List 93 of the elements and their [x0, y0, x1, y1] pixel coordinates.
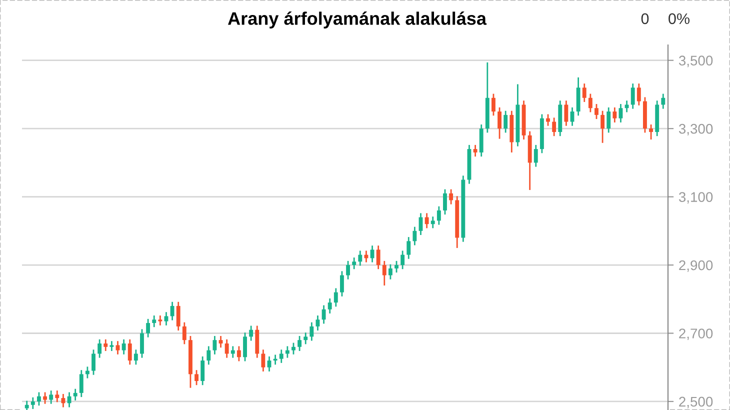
candlestick — [492, 93, 496, 116]
candlestick — [606, 106, 611, 134]
candlestick — [400, 250, 405, 270]
candlestick — [298, 335, 302, 352]
candlestick — [322, 304, 326, 324]
candlestick — [152, 314, 156, 328]
candlestick — [334, 288, 338, 308]
candlestick — [564, 100, 568, 127]
candlestick — [182, 322, 186, 345]
candlestick — [110, 340, 114, 352]
candlestick — [424, 212, 429, 229]
candlestick — [430, 216, 435, 229]
candlestick — [649, 124, 653, 140]
candlestick — [128, 338, 132, 366]
candlestick — [340, 270, 344, 298]
candlestick — [449, 188, 454, 205]
candlestick — [412, 226, 417, 246]
candlestick — [55, 390, 60, 403]
candlestick — [236, 346, 241, 362]
candlestick — [249, 325, 254, 342]
candlestick — [79, 369, 84, 398]
candlestick — [600, 110, 605, 144]
candlestick — [49, 390, 54, 405]
candlestick — [164, 311, 168, 326]
y-tick-label: 3,300 — [678, 124, 713, 136]
y-tick-label: 2,500 — [679, 396, 713, 408]
candlestick — [292, 342, 296, 356]
candlestick — [661, 93, 666, 110]
candlestick — [328, 298, 332, 314]
candlestick — [224, 338, 229, 359]
candlestick — [376, 244, 380, 270]
candlestick — [140, 328, 144, 359]
candlestick — [158, 314, 162, 326]
y-tick-label: 3,500 — [678, 56, 713, 68]
candlestick — [116, 340, 120, 356]
candlestick — [176, 301, 180, 332]
candlestick — [134, 348, 138, 366]
candlestick — [498, 106, 502, 140]
candlestick — [73, 388, 78, 402]
candlestick — [37, 392, 41, 406]
candlestick — [104, 338, 108, 352]
candlestick — [304, 332, 308, 345]
y-tick-label: 2,700 — [679, 328, 713, 340]
candlestick — [261, 348, 266, 372]
candlestick — [310, 322, 314, 342]
candlestick — [624, 100, 629, 113]
candlestick — [612, 106, 617, 124]
candlestick — [267, 356, 272, 372]
candlestick — [479, 124, 484, 158]
candlestick — [394, 260, 398, 274]
chart-title: Arany árfolyamának alakulása — [228, 12, 487, 28]
candlestick — [436, 206, 441, 226]
candlestick — [473, 144, 478, 158]
candlestick — [636, 82, 641, 106]
candlestick — [388, 264, 392, 280]
candlestick — [61, 393, 66, 408]
candlestick — [582, 82, 586, 103]
candlestick — [279, 348, 284, 364]
candlestick — [630, 82, 635, 110]
candlestick — [206, 346, 211, 366]
candlestick — [92, 348, 96, 376]
candlestick — [358, 250, 362, 266]
candlestick — [406, 236, 411, 260]
candlestick — [43, 392, 47, 405]
candlestick — [170, 301, 174, 321]
text: 0% — [668, 13, 690, 24]
candlestick — [255, 325, 260, 359]
candlestick — [316, 314, 320, 332]
candlestick — [576, 76, 580, 116]
y-tick-label: 3,100 — [678, 192, 713, 204]
candlestick — [346, 260, 350, 280]
candlestick — [200, 356, 205, 386]
candlestick — [546, 114, 550, 127]
candlestick — [504, 110, 508, 134]
candlestick — [194, 369, 198, 386]
candlestick — [218, 335, 223, 348]
candlestick — [243, 332, 247, 362]
y-tick-label: 2,900 — [679, 260, 713, 272]
candlestick — [146, 318, 150, 338]
candlestick — [618, 103, 623, 124]
candlestick — [594, 103, 598, 120]
candlestick — [570, 106, 574, 127]
candlestick — [534, 144, 538, 168]
candlestick — [443, 188, 447, 216]
text: 0 — [641, 13, 649, 24]
candlestick — [122, 338, 126, 356]
candlestick — [352, 256, 356, 270]
candlestick — [98, 338, 102, 359]
candlestick — [212, 335, 217, 356]
candlestick — [382, 260, 386, 286]
candlestick — [588, 93, 592, 113]
candlestick — [30, 396, 35, 410]
candlestick — [552, 116, 556, 137]
